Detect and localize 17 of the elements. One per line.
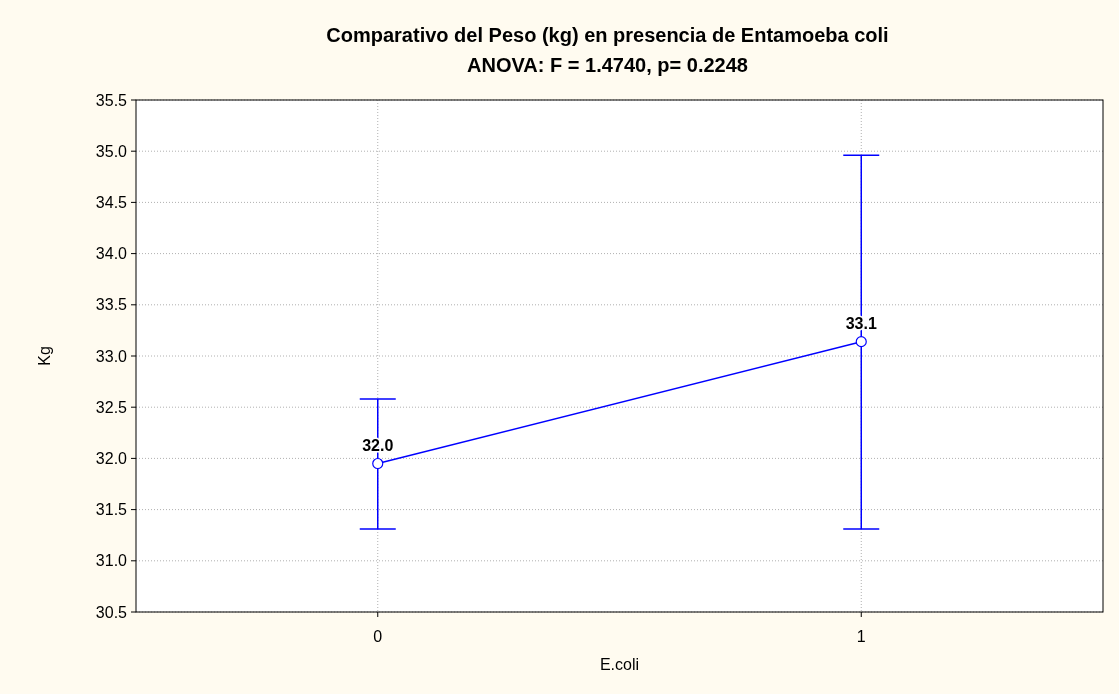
y-axis-title: Kg [36,346,53,366]
y-tick-label: 35.5 [95,91,128,109]
y-tick-label: 32.5 [95,398,128,416]
x-tick-label: 1 [856,628,866,645]
y-tick-label: 30.5 [95,603,128,621]
y-tick-label: 31.5 [95,501,128,519]
x-axis-title: E.coli [599,656,640,673]
y-tick-label: 34.0 [95,245,128,263]
y-tick-label: 33.0 [95,347,128,365]
chart-title: Comparativo del Peso (kg) en presencia de Entamoeba coli [326,24,889,46]
y-tick-label: 35.0 [95,142,128,160]
chart-subtitle: ANOVA: F = 1.4740, p= 0.2248 [467,54,748,76]
x-tick-label: 0 [373,628,383,645]
y-tick-label: 31.0 [95,552,128,570]
y-tick-label: 33.5 [95,296,128,314]
y-tick-label: 34.5 [95,194,128,211]
y-tick-label: 32.0 [95,450,128,467]
